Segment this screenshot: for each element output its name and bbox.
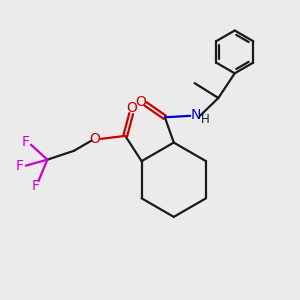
- Text: H: H: [201, 113, 209, 126]
- Text: O: O: [89, 132, 100, 146]
- Text: F: F: [32, 179, 40, 194]
- Text: O: O: [126, 101, 136, 115]
- Text: N: N: [190, 108, 201, 122]
- Text: O: O: [135, 94, 146, 109]
- Text: F: F: [22, 135, 30, 149]
- Text: F: F: [16, 159, 24, 172]
